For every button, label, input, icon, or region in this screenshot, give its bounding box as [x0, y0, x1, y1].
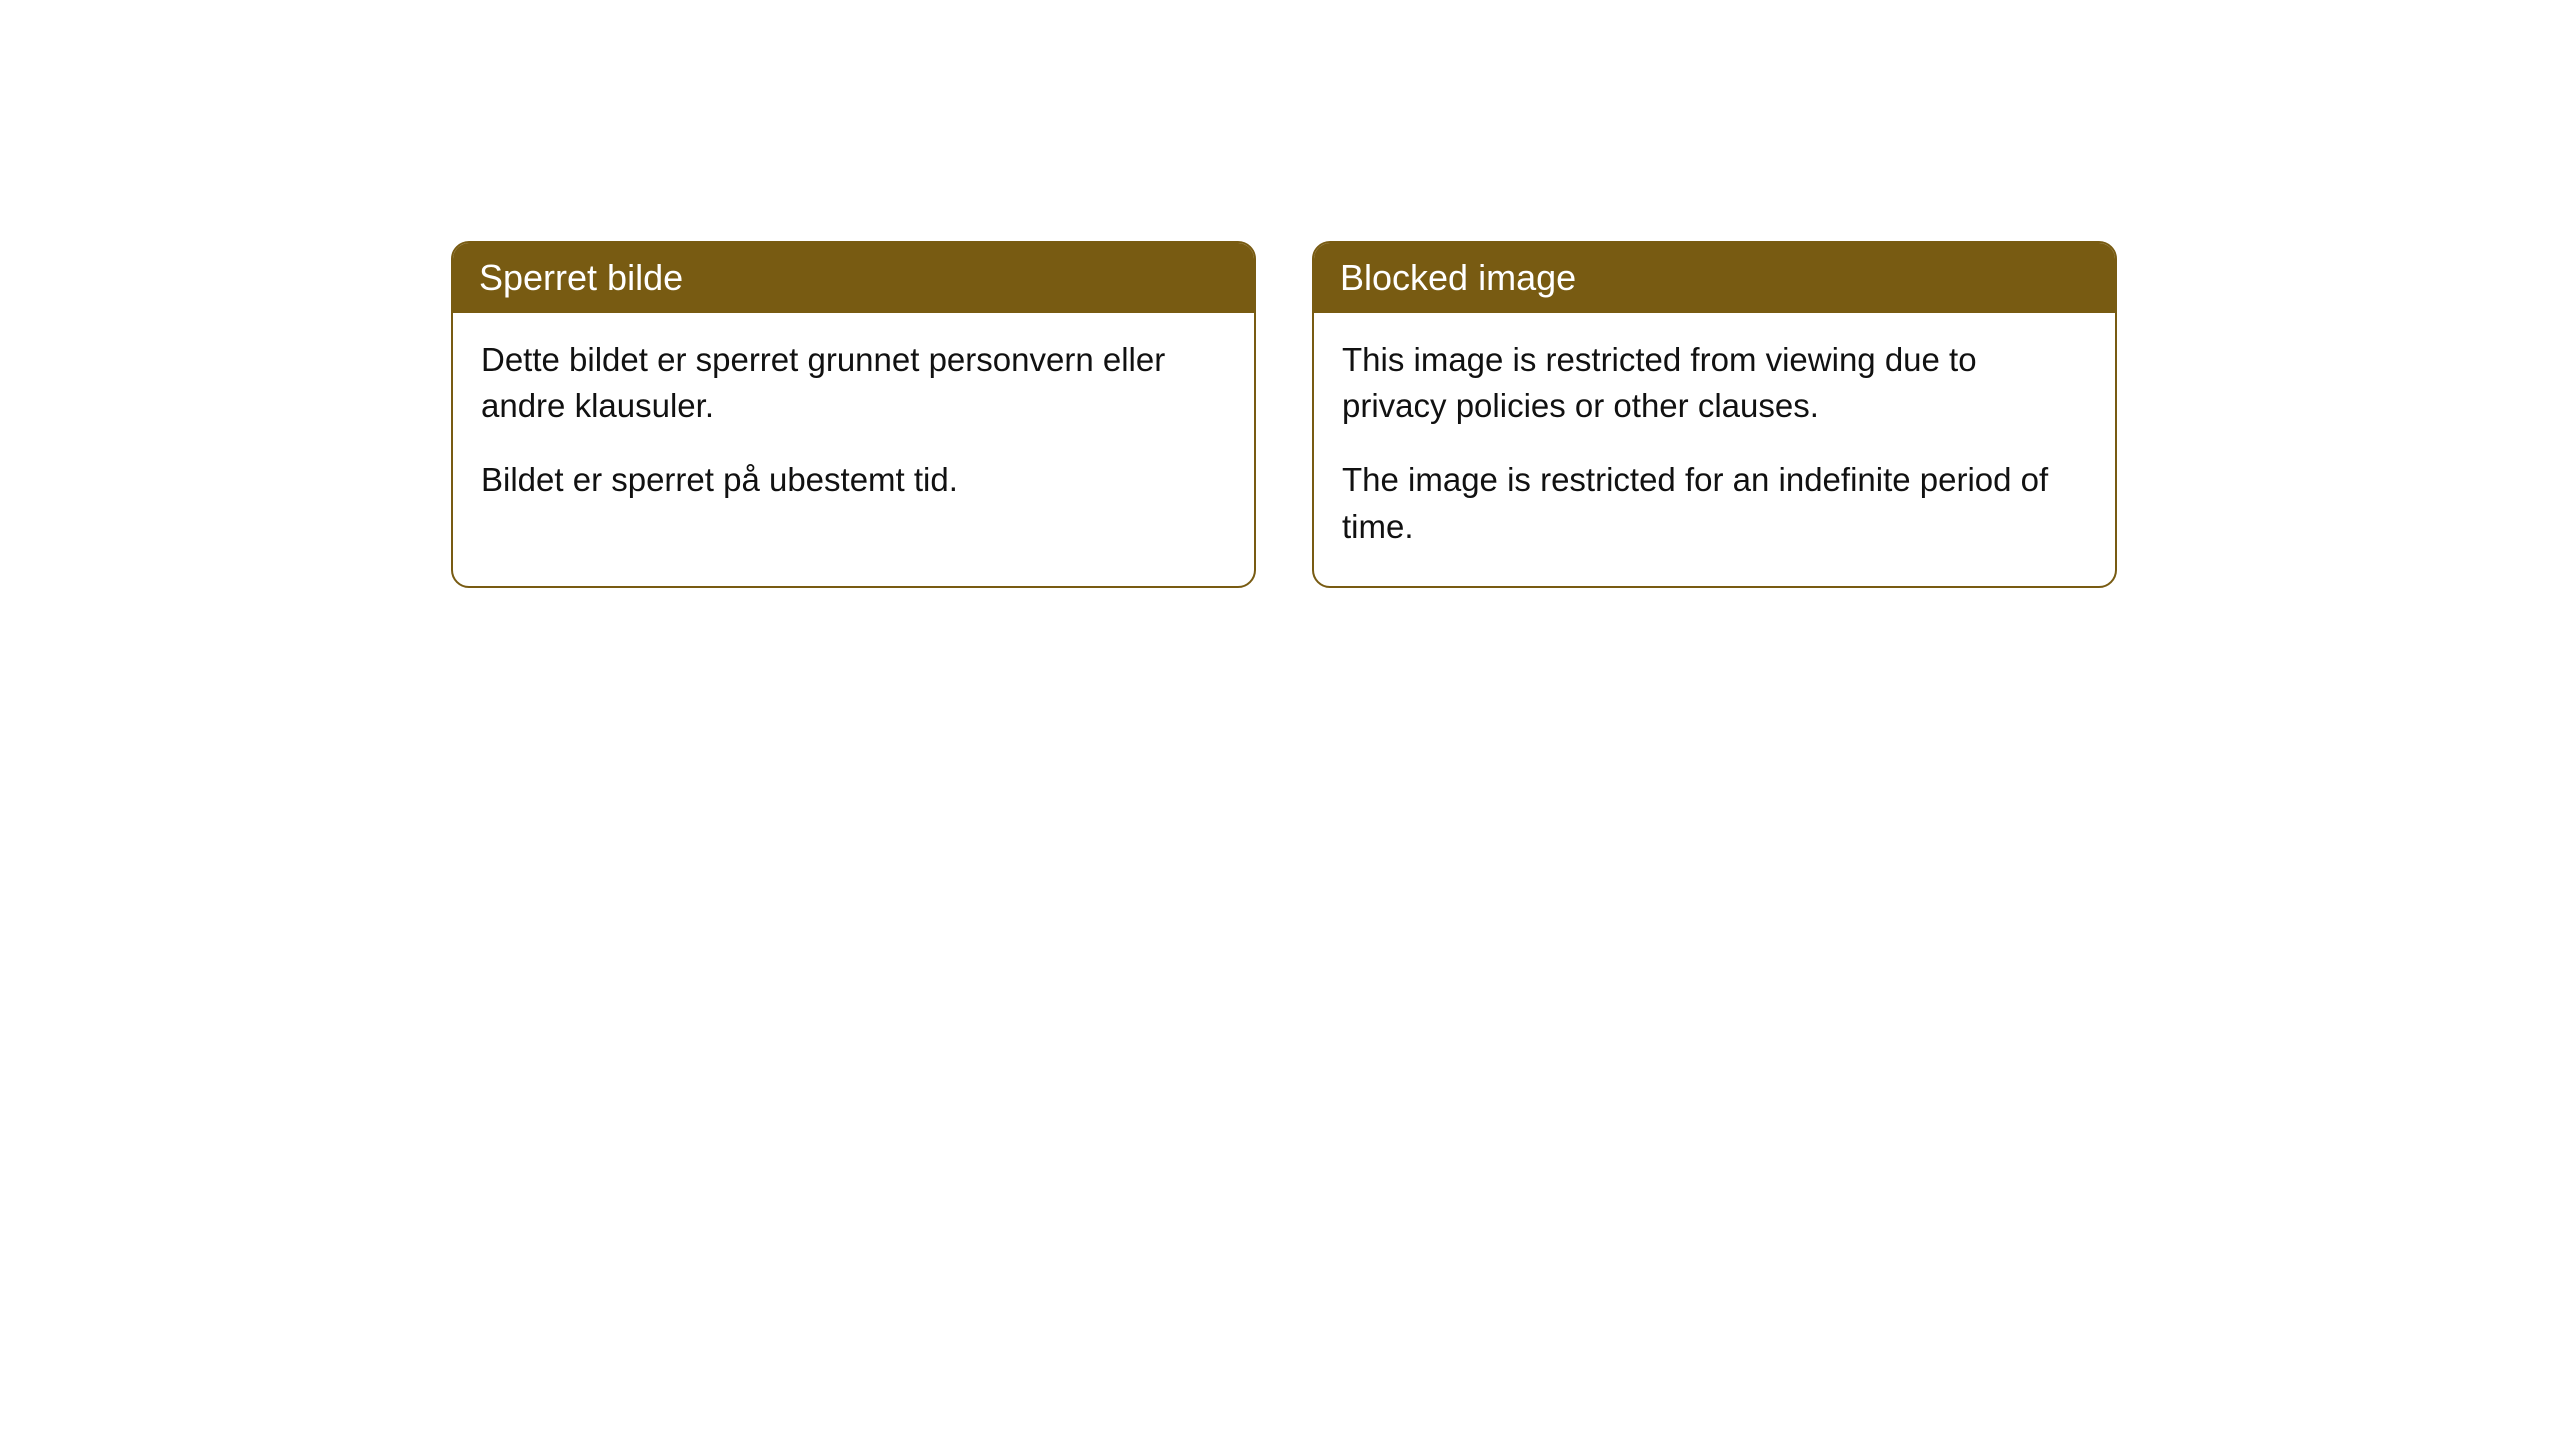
card-body: Dette bildet er sperret grunnet personve…	[453, 313, 1254, 540]
card-paragraph: Dette bildet er sperret grunnet personve…	[481, 337, 1226, 429]
card-header: Sperret bilde	[453, 243, 1254, 313]
card-title: Blocked image	[1340, 257, 1576, 298]
cards-container: Sperret bilde Dette bildet er sperret gr…	[451, 241, 2117, 588]
card-body: This image is restricted from viewing du…	[1314, 313, 2115, 586]
card-paragraph: This image is restricted from viewing du…	[1342, 337, 2087, 429]
card-paragraph: Bildet er sperret på ubestemt tid.	[481, 457, 1226, 503]
card-paragraph: The image is restricted for an indefinit…	[1342, 457, 2087, 549]
card-title: Sperret bilde	[479, 257, 683, 298]
card-header: Blocked image	[1314, 243, 2115, 313]
notice-card-norwegian: Sperret bilde Dette bildet er sperret gr…	[451, 241, 1256, 588]
notice-card-english: Blocked image This image is restricted f…	[1312, 241, 2117, 588]
